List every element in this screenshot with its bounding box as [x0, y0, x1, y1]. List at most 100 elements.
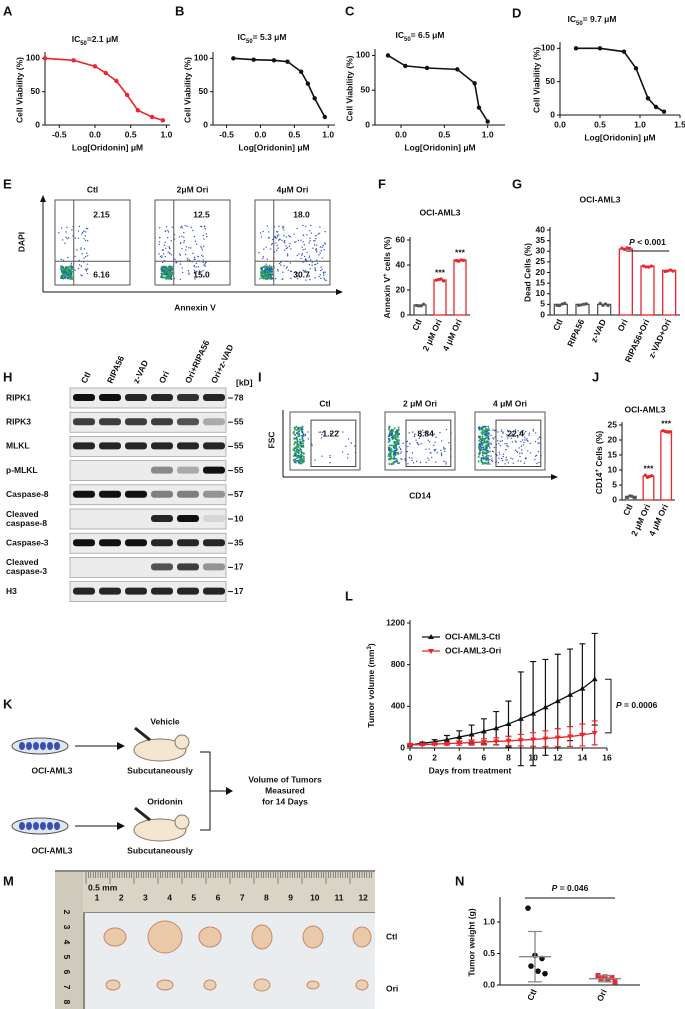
event-dot [301, 253, 303, 255]
event-dot [406, 440, 409, 443]
event-dot [504, 463, 506, 465]
event-dot [179, 263, 182, 265]
event-dot [512, 435, 514, 438]
event-dot [161, 261, 164, 264]
event-dot [270, 277, 273, 280]
tumor [105, 979, 121, 991]
x-tick-label: 1.5 [674, 119, 685, 129]
event-dot [171, 272, 174, 275]
event-dot [478, 427, 481, 430]
event-dot [483, 440, 486, 443]
event-dot [391, 433, 394, 436]
event-dot [271, 244, 273, 246]
event-dot [443, 446, 445, 449]
blot-band [151, 490, 173, 498]
x-tick-label: Ctl [621, 503, 635, 518]
event-dot [202, 270, 204, 272]
y-tick-label: 400 [391, 701, 405, 711]
blot-strip [69, 387, 227, 409]
tumor [251, 924, 273, 950]
event-dot [280, 264, 282, 266]
ruler-top [62, 872, 375, 912]
y-axis-label: Cell Viability (%) [14, 57, 24, 123]
cell [47, 822, 53, 830]
cell [33, 822, 39, 830]
event-dot [489, 450, 491, 453]
data-point [468, 740, 475, 746]
x-axis-label: Log[Oridonin] μM [72, 142, 143, 152]
event-dot [440, 449, 442, 451]
event-dot [86, 263, 89, 265]
event-dot [303, 244, 306, 246]
plot-title: 2μM Ori [177, 184, 209, 194]
event-dot [161, 273, 164, 276]
kd-label: 55 [234, 416, 244, 426]
event-dot [480, 459, 483, 462]
data-point [403, 63, 408, 69]
event-dot [516, 434, 519, 437]
bar [433, 279, 447, 316]
blot-band [177, 563, 199, 571]
event-dot [294, 433, 297, 436]
blot-band [151, 418, 173, 426]
x-tick-label: 1.0 [482, 129, 494, 139]
event-dot [478, 445, 481, 448]
event-dot [320, 277, 322, 280]
event-dot [301, 246, 303, 248]
event-dot [167, 266, 170, 269]
event-dot [499, 440, 502, 443]
event-dot [77, 237, 80, 239]
replicate-marker [632, 496, 636, 500]
event-dot [323, 249, 326, 251]
event-dot [186, 257, 189, 259]
row-label: Ctl [386, 931, 397, 941]
event-dot [322, 244, 324, 247]
y-axis-label: Tumor volume (mm3) [366, 643, 376, 728]
event-dot [329, 432, 332, 435]
event-dot [314, 240, 316, 242]
event-dot [165, 277, 168, 280]
event-dot [290, 248, 292, 250]
event-dot [411, 459, 413, 462]
event-dot [486, 431, 488, 434]
event-dot [517, 460, 519, 462]
event-dot [318, 275, 320, 278]
event-dot [84, 255, 87, 258]
event-dot [288, 235, 290, 237]
event-dot [415, 439, 417, 441]
replicate-marker [643, 473, 647, 477]
event-dot [308, 255, 311, 257]
event-dot [481, 435, 484, 438]
unit-label: [kD] [236, 377, 253, 387]
event-dot [275, 242, 277, 244]
event-dot [315, 263, 317, 266]
event-dot [67, 256, 69, 259]
bar [640, 265, 655, 316]
event-dot [78, 264, 81, 266]
event-dot [265, 263, 267, 265]
event-dot [260, 236, 263, 238]
event-dot [66, 226, 68, 228]
event-dot [203, 245, 205, 247]
blot-band [99, 394, 121, 401]
tumor [306, 980, 320, 990]
event-dot [302, 224, 304, 227]
event-dot [320, 249, 323, 252]
legend-marker [428, 649, 434, 654]
event-dot [322, 431, 324, 434]
event-dot [297, 456, 300, 459]
event-dot [394, 441, 397, 444]
event-dot [444, 450, 446, 453]
data-point [305, 81, 311, 86]
x-tick-label: 4 μM Ori [440, 318, 463, 353]
lane-label: Ctl [79, 370, 93, 385]
plot-title: Ctl [87, 184, 98, 194]
event-dot [435, 448, 437, 451]
event-dot [299, 441, 302, 444]
event-dot [323, 274, 325, 276]
arrow-head [551, 474, 558, 480]
event-dot [169, 269, 172, 272]
event-dot [196, 270, 198, 273]
event-dot [285, 267, 288, 269]
replicate-marker [601, 303, 605, 307]
